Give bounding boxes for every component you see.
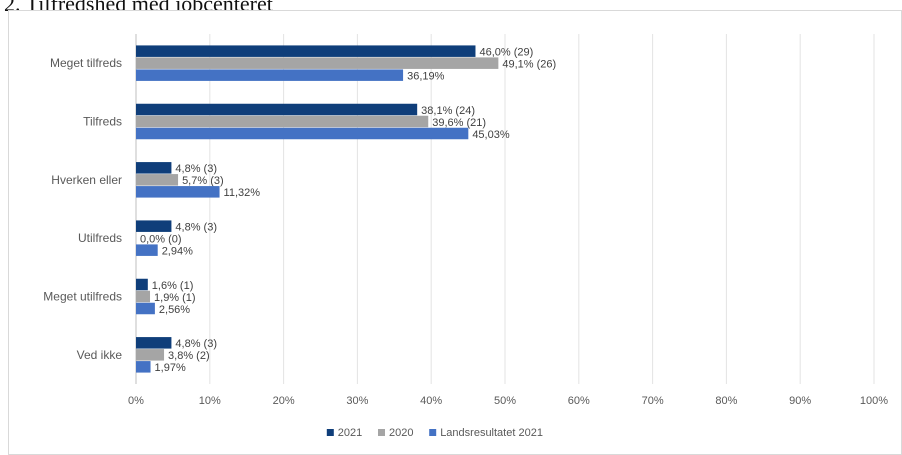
bar-2021	[136, 220, 172, 232]
legend-label: 2020	[389, 427, 413, 439]
data-label: 0,0% (0)	[140, 233, 182, 245]
x-tick-label: 30%	[346, 395, 368, 407]
legend-label: 2021	[338, 427, 362, 439]
category-label: Ved ikke	[77, 348, 123, 362]
data-label: 4,8% (3)	[175, 338, 217, 350]
category-label: Hverken eller	[51, 173, 122, 187]
bar-2021	[136, 278, 148, 291]
legend-label: Landsresultatet 2021	[440, 427, 543, 439]
category-label: Tilfreds	[83, 115, 122, 129]
category-label: Meget tilfreds	[50, 56, 122, 70]
data-label: 39,6% (21)	[432, 117, 486, 129]
bar-landsresultatet-2021	[136, 244, 158, 256]
x-tick-label: 0%	[128, 395, 144, 407]
data-label: 1,97%	[155, 362, 186, 374]
data-label: 2,94%	[162, 245, 193, 257]
data-label: 4,8% (3)	[175, 163, 217, 175]
data-label: 46,0% (29)	[479, 46, 533, 58]
bar-landsresultatet-2021	[136, 302, 155, 315]
bar-2020	[136, 174, 179, 186]
bar-2021	[136, 45, 476, 57]
legend-swatch	[326, 429, 334, 436]
x-tick-label: 40%	[420, 395, 442, 407]
x-tick-label: 70%	[642, 395, 664, 407]
bar-landsresultatet-2021	[136, 69, 404, 81]
legend-swatch	[429, 429, 437, 436]
data-label: 49,1% (26)	[502, 58, 556, 70]
bar-2020	[136, 115, 429, 128]
bar-landsresultatet-2021	[136, 361, 151, 373]
data-label: 38,1% (24)	[421, 105, 475, 117]
data-label: 1,6% (1)	[152, 280, 194, 292]
x-tick-label: 100%	[860, 395, 888, 407]
bar-landsresultatet-2021	[136, 186, 220, 198]
category-label: Utilfreds	[78, 231, 122, 245]
data-label: 36,19%	[407, 70, 445, 82]
category-label: Meget utilfreds	[43, 290, 122, 304]
bar-2021	[136, 103, 418, 116]
legend-swatch	[378, 429, 385, 436]
x-tick-label: 50%	[494, 395, 516, 407]
data-label: 3,8% (2)	[168, 350, 210, 362]
x-tick-label: 60%	[568, 395, 590, 407]
bar-2021	[136, 162, 172, 174]
x-tick-label: 20%	[273, 395, 295, 407]
data-label: 45,03%	[472, 129, 510, 141]
x-tick-label: 90%	[789, 395, 811, 407]
x-tick-label: 10%	[199, 395, 221, 407]
data-label: 4,8% (3)	[175, 221, 217, 233]
data-label: 5,7% (3)	[182, 175, 224, 187]
bar-2020	[136, 290, 151, 303]
bar-2020	[136, 349, 165, 361]
x-tick-label: 80%	[715, 395, 737, 407]
data-label: 11,32%	[224, 187, 261, 199]
bar-2020	[136, 57, 499, 69]
data-label: 2,56%	[159, 304, 190, 316]
bar-landsresultatet-2021	[136, 127, 469, 140]
bar-2021	[136, 337, 172, 349]
data-label: 1,9% (1)	[154, 292, 196, 304]
